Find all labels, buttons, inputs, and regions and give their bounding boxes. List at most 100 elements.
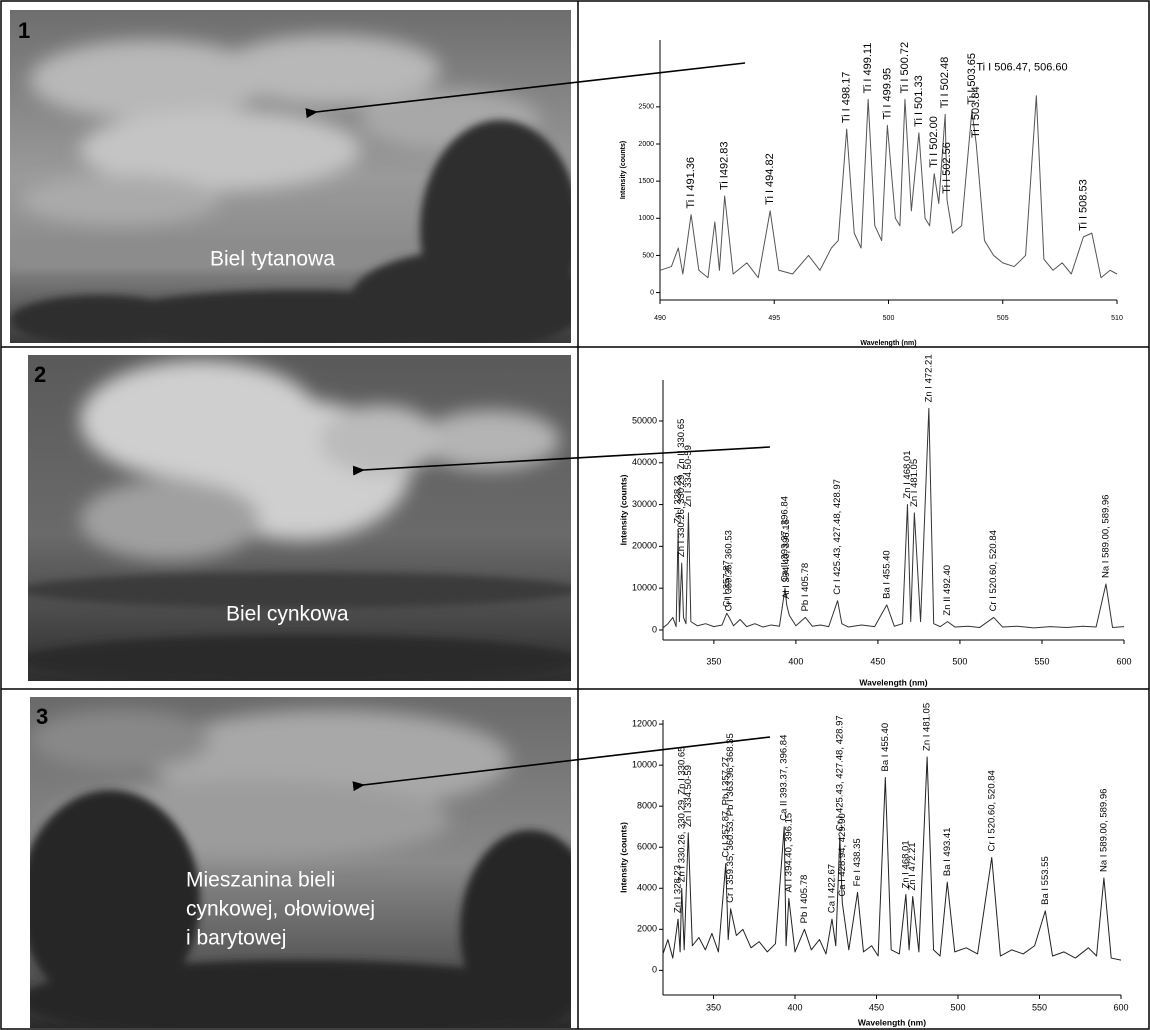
- painting: [30, 697, 571, 1028]
- peak-label: Cr I 425.43, 427.48, 428.97: [834, 715, 845, 831]
- painting: [10, 10, 571, 343]
- charts: 0 500 1000 1500 2000 2500 490 495 500 505 510 Wavel…: [618, 40, 1132, 1027]
- x-tick-label: 400: [788, 1002, 803, 1012]
- x-tick-label: 400: [788, 656, 803, 666]
- x-axis-label: Wavelength (nm): [860, 340, 916, 347]
- x-tick-label: 450: [870, 656, 885, 666]
- peak-label: Ti I 500.72: [899, 42, 911, 94]
- arrow: [352, 446, 771, 476]
- peak-label: Ti I 491.36: [685, 157, 697, 209]
- arrow: [305, 62, 746, 119]
- panel-number: 3: [36, 704, 48, 729]
- peak-label: Zn I 334.50-59: [683, 765, 694, 827]
- y-tick-label: 8000: [637, 801, 657, 811]
- peak-label: Ti I 501.33: [913, 75, 925, 127]
- peak-label: Al I 394.40, 396.15: [781, 519, 792, 599]
- y-axis-label: Intensity (counts): [618, 474, 628, 545]
- arrow: [352, 736, 771, 792]
- peak-label: Zn I 328.23: [673, 476, 684, 524]
- y-tick-label: 0: [652, 624, 657, 634]
- peak-label: Zn I 481.05: [922, 703, 933, 751]
- peak-label: Ca I 428.94, 429.90: [837, 813, 848, 896]
- x-tick-label: 450: [869, 1002, 884, 1012]
- peak-label: Ti I 503.84: [970, 86, 982, 138]
- y-tick-label: 2000: [637, 924, 657, 934]
- y-tick-label: 1000: [638, 215, 654, 222]
- peak-label: Zn I 330.26, 330.29, Zn II 330.65: [676, 419, 687, 557]
- x-tick-label: 350: [706, 1002, 721, 1012]
- y-tick-label: 6000: [637, 842, 657, 852]
- panel-number: 2: [34, 362, 46, 387]
- peak-label: Ti I 502.00: [928, 116, 940, 168]
- peak-label: Ca I 422.67: [826, 864, 837, 913]
- peak-label: Cr I 520.60, 520.84: [988, 530, 999, 611]
- peak-label: Ti I 502.56: [941, 142, 953, 194]
- panel-caption: cynkowej, ołowiowej: [186, 898, 375, 921]
- x-tick-label: 500: [883, 315, 895, 322]
- y-axis-label: Intensity (counts): [620, 141, 627, 199]
- peak-label: Ca II 393.37, 396.84: [780, 496, 791, 582]
- peak-label: Ti I 494.82: [764, 153, 776, 205]
- y-tick-label: 4000: [637, 883, 657, 893]
- x-tick-label: 500: [950, 1002, 965, 1012]
- peak-label: Fe I 438.35: [852, 838, 863, 886]
- x-tick-label: 550: [1032, 1002, 1047, 1012]
- peak-label: Ti I 506.47, 506.60: [976, 62, 1067, 74]
- y-tick-label: 0: [652, 965, 657, 975]
- peak-label: Ti I 499.95: [881, 68, 893, 120]
- peak-label: Ti I 498.17: [841, 72, 853, 124]
- peak-label: Ba I 455.40: [881, 550, 892, 599]
- y-tick-label: 10000: [632, 583, 657, 593]
- peak-label: Zn I 481.05: [909, 459, 920, 507]
- y-tick-label: 20000: [632, 541, 657, 551]
- x-tick-label: 350: [706, 656, 721, 666]
- painting: [28, 355, 571, 681]
- x-tick-label: 600: [1113, 1002, 1128, 1012]
- peak-label: Ti I 503.65: [966, 53, 978, 105]
- peak-label: Ti I 502.48: [939, 57, 951, 109]
- peak-label: Cr I 425.43, 427.48, 428.97: [832, 479, 843, 595]
- peak-label: Cr I 357.87, Pb I 357.27: [720, 757, 731, 858]
- peak-label: Zn I 472.21: [907, 842, 918, 890]
- y-tick-label: 12000: [632, 718, 657, 728]
- y-axis-label: Intensity (counts): [618, 822, 628, 893]
- peak-label: Cr I 520.60, 520.84: [986, 770, 997, 851]
- spectrum-line: [662, 407, 1125, 629]
- spectrum-line: [659, 95, 1118, 279]
- peak-label: Pb I 405.78: [800, 563, 811, 612]
- peak-label: Ca II 393.37, 396.84: [779, 735, 790, 821]
- peak-label: Ti I 499.11: [862, 43, 874, 94]
- y-tick-label: 500: [642, 252, 654, 259]
- panel-caption: i barytowej: [186, 927, 286, 950]
- y-tick-label: 2000: [638, 141, 654, 148]
- x-tick-label: 600: [1116, 656, 1131, 666]
- peak-label: Ba I 455.40: [880, 723, 891, 772]
- peak-label: Na I 589.00, 589.96: [1098, 789, 1109, 872]
- peak-label: Na I 589.00, 589.96: [1100, 495, 1111, 578]
- y-tick-label: 50000: [632, 415, 657, 425]
- peak-label: Ba I 553.55: [1040, 856, 1051, 905]
- y-tick-label: 0: [650, 289, 654, 296]
- peak-label: Ti I492.83: [719, 141, 731, 190]
- y-tick-label: 10000: [632, 760, 657, 770]
- x-tick-label: 510: [1111, 315, 1123, 322]
- peak-label: Cr I 359.35, 360.53: [724, 530, 735, 611]
- peak-label: Ba I 493.41: [942, 828, 953, 877]
- peak-label: Zn I 328.23: [673, 865, 684, 913]
- x-tick-label: 495: [768, 315, 780, 322]
- spectrum-line: [662, 756, 1122, 961]
- x-axis-label: Wavelength (nm): [859, 677, 927, 687]
- x-tick-label: 490: [654, 315, 666, 322]
- x-tick-label: 500: [952, 656, 967, 666]
- panel-caption: Biel tytanowa: [210, 248, 335, 271]
- peak-label: Pb I 405.78: [799, 875, 810, 924]
- peak-label: Cr I 357.87: [721, 560, 732, 607]
- y-tick-label: 1500: [638, 178, 654, 185]
- panel-caption: Mieszanina bieli: [186, 869, 335, 892]
- panel-caption: Biel cynkowa: [226, 603, 349, 626]
- peak-label: Cr I 359.35, 360.53, Pb I 363.96, 368.35: [725, 733, 736, 903]
- peak-label: Zn II 492.40: [942, 565, 953, 616]
- x-tick-label: 550: [1034, 656, 1049, 666]
- peak-label: Ti I 508.53: [1077, 179, 1089, 231]
